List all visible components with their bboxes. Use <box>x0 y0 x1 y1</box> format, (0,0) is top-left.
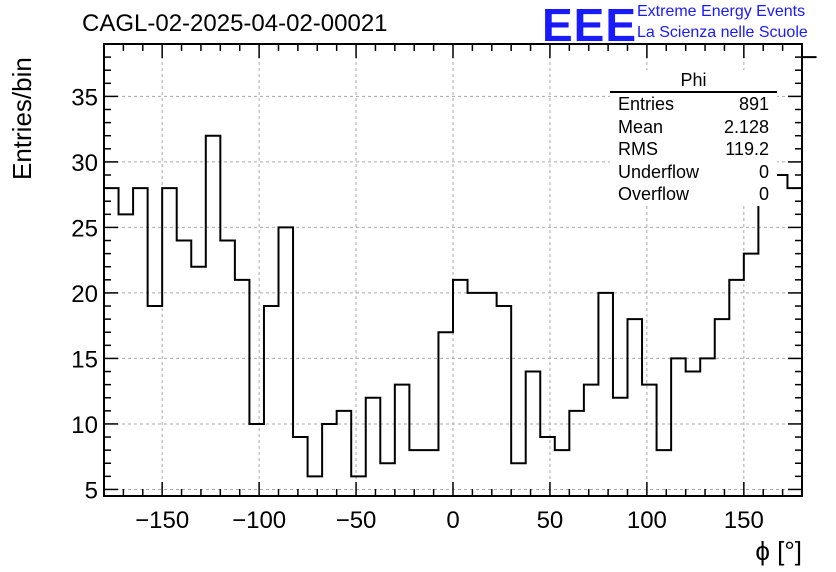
stats-row-mean: Mean 2.128 <box>610 116 777 139</box>
x-tick-label: −50 <box>336 507 377 534</box>
y-tick-label: 5 <box>85 477 98 504</box>
stats-row-rms: RMS 119.2 <box>610 138 777 161</box>
stats-title: Phi <box>610 70 777 93</box>
stats-value: 0 <box>758 184 769 204</box>
eee-logo: EEE <box>542 0 638 51</box>
x-tick-label: −100 <box>232 507 286 534</box>
chart-title: CAGL-02-2025-04-02-00021 <box>82 10 388 37</box>
x-axis-label: ϕ [°] <box>755 536 802 566</box>
y-tick-label: 25 <box>71 215 98 242</box>
stats-label: Mean <box>618 116 664 137</box>
stats-value: 2.128 <box>723 116 769 137</box>
y-tick-label: 20 <box>71 281 98 308</box>
stats-value: 119.2 <box>725 139 769 159</box>
x-tick-label: 100 <box>627 507 667 534</box>
x-tick-label: −150 <box>135 507 189 534</box>
y-tick-label: 35 <box>71 84 98 111</box>
stats-label: Overflow <box>618 184 690 204</box>
stats-row-overflow: Overflow 0 <box>610 183 777 206</box>
stats-label: RMS <box>618 139 658 159</box>
x-tick-label: 0 <box>446 507 459 534</box>
y-axis-label: Entries/bin <box>7 57 37 180</box>
stats-label: Entries <box>618 94 675 114</box>
stats-row-entries: Entries 891 <box>610 93 777 116</box>
stats-value: 891 <box>738 94 769 114</box>
x-tick-label: 150 <box>724 507 764 534</box>
logo-caption-line1: Extreme Energy Events <box>637 3 806 20</box>
stats-label: Underflow <box>618 161 700 182</box>
y-tick-label: 30 <box>71 150 98 177</box>
histogram-series <box>104 56 817 478</box>
logo-caption-line2: La Scienza nelle Scuole <box>637 24 808 41</box>
stats-row-underflow: Underflow 0 <box>610 161 777 184</box>
y-tick-label: 15 <box>71 346 98 373</box>
y-tick-label: 10 <box>71 412 98 439</box>
stats-box: Phi Entries 891 Mean 2.128 RMS 119.2 Und… <box>610 70 777 206</box>
x-tick-label: 50 <box>537 507 564 534</box>
stats-value: 0 <box>758 161 769 182</box>
